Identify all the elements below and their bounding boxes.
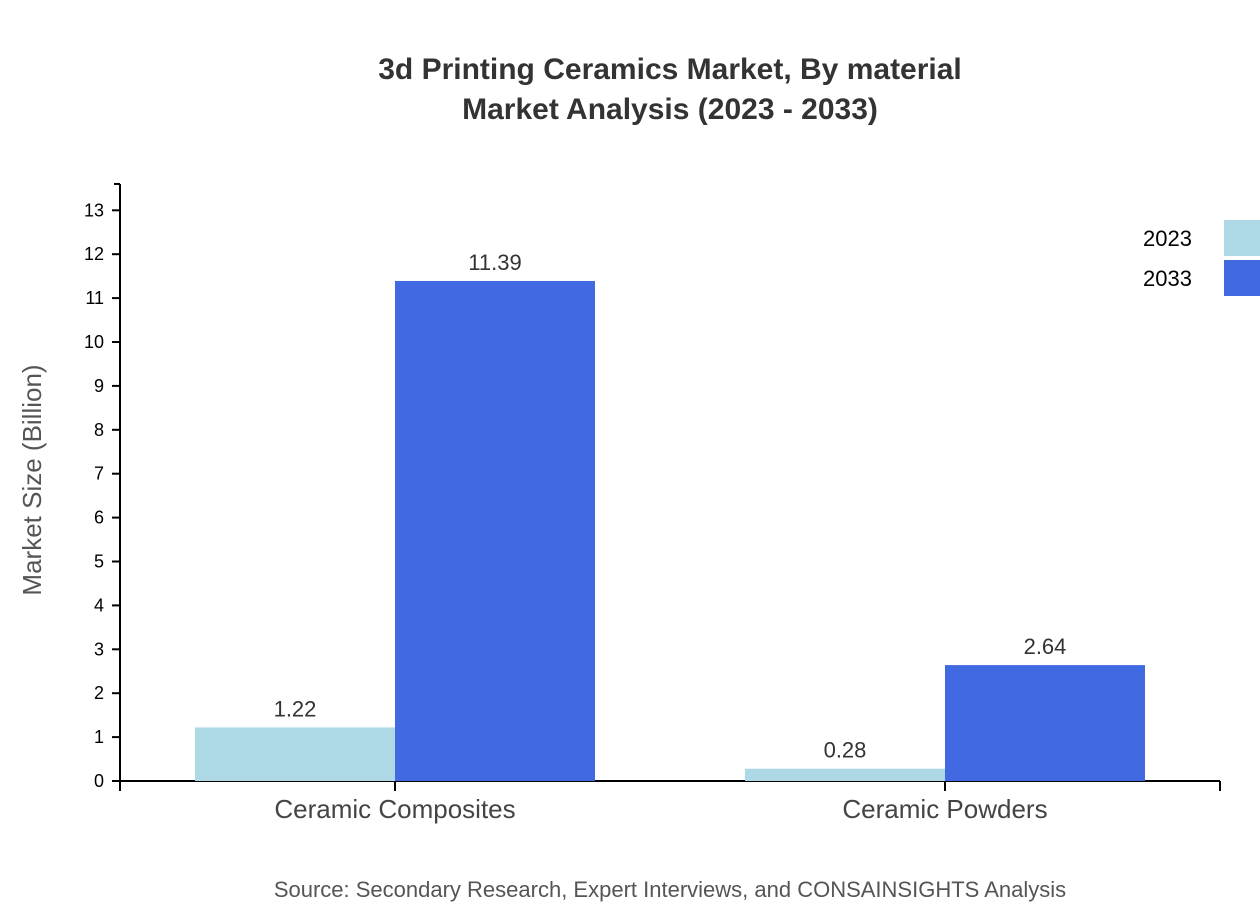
y-tick-label: 12	[84, 244, 104, 264]
y-tick-label: 13	[84, 200, 104, 220]
y-tick-label: 5	[94, 552, 104, 572]
bar-value-label: 2.64	[1024, 634, 1067, 659]
y-tick-label: 10	[84, 332, 104, 352]
y-tick-label: 8	[94, 420, 104, 440]
y-tick-label: 0	[94, 771, 104, 791]
legend: 2023 2033	[1143, 220, 1260, 296]
chart-subtitle: Market Analysis (2023 - 2033)	[462, 93, 878, 126]
legend-label-2033: 2033	[1143, 266, 1192, 291]
y-tick-label: 9	[94, 376, 104, 396]
y-tick-label: 4	[94, 595, 104, 615]
bar-2033	[945, 665, 1145, 781]
chart-title: 3d Printing Ceramics Market, By material	[378, 53, 962, 86]
source-note: Source: Secondary Research, Expert Inter…	[273, 877, 1067, 902]
bar-value-label: 11.39	[468, 250, 521, 275]
y-tick-label: 6	[94, 508, 104, 528]
bar-2023	[195, 727, 395, 781]
y-axis-label: Market Size (Billion)	[17, 364, 47, 595]
legend-swatch-2023	[1224, 220, 1260, 256]
x-category-label: Ceramic Powders	[842, 794, 1047, 824]
y-tick-label: 3	[94, 639, 104, 659]
bar-2023	[745, 768, 945, 781]
bars-group: 1.22 0.28 11.39 2.64	[195, 250, 1145, 781]
bar-value-label: 0.28	[824, 738, 867, 763]
x-axis: Ceramic Composites Ceramic Powders	[119, 780, 1221, 824]
bar-2033	[395, 280, 595, 781]
y-tick-label: 2	[94, 683, 104, 703]
y-tick-label: 1	[94, 727, 104, 747]
bar-value-label: 1.22	[274, 696, 317, 721]
chart-title-block: 3d Printing Ceramics Market, By material…	[0, 50, 1260, 130]
y-tick-label: 11	[85, 288, 104, 308]
x-category-label: Ceramic Composites	[274, 794, 515, 824]
legend-swatch-2033	[1224, 260, 1260, 296]
y-tick-label: 7	[94, 464, 104, 484]
legend-label-2023: 2023	[1143, 226, 1192, 251]
